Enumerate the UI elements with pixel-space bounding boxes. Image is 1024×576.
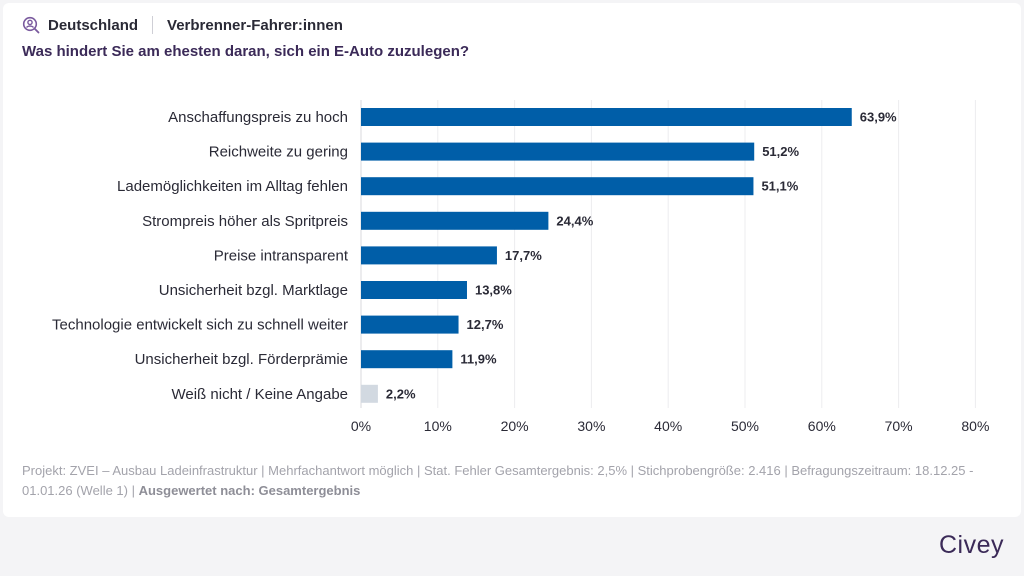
value-label: 2,2% [386,386,416,401]
x-tick-label: 10% [424,418,452,434]
bar [361,281,467,299]
bar-chart: 0% 10% 20% 30% 40% 50% 60% 70% 80% Anschaffungspr… [52,100,989,434]
x-tick-label: 0% [351,418,371,434]
bar [361,108,852,126]
category-label: Unsicherheit bzgl. Förderprämie [135,351,348,368]
category-label: Reichweite zu gering [209,144,348,161]
x-tick-label: 50% [731,418,759,434]
bar [361,246,497,265]
bar [361,177,754,196]
x-tick-label: 60% [808,418,836,434]
category-label: Anschaffungspreis zu hoch [168,109,348,126]
value-label: 24,4% [556,213,593,228]
category-label: Lademöglichkeiten im Alltag fehlen [117,178,348,195]
footer-evaluation: Ausgewertet nach: Gesamtergebnis [138,483,361,498]
x-tick-label: 20% [501,418,529,434]
value-label: 51,2% [762,144,799,159]
civey-logo: Civey [938,531,1004,559]
value-label: 11,9% [460,352,497,367]
category-label: Preise intransparent [214,247,349,264]
x-tick-label: 30% [577,418,605,434]
footer-info: Projekt: ZVEI – Ausbau Ladeinfrastruktur… [22,461,982,501]
category-label: Unsicherheit bzgl. Marktlage [159,282,348,299]
country-label: Deutschland [48,16,139,34]
value-label: 51,1% [761,179,798,194]
bar [361,142,755,161]
value-label: 63,9% [860,110,897,125]
footer-text: Projekt: ZVEI – Ausbau Ladeinfrastruktur… [22,463,974,498]
value-label: 13,8% [475,283,512,298]
x-tick-label: 70% [885,418,913,434]
chart-card [3,3,1021,517]
value-label: 17,7% [505,248,542,263]
category-label: Technologie entwickelt sich zu schnell w… [52,317,348,334]
bar [361,211,549,230]
x-tick-label: 40% [654,418,682,434]
category-label: Strompreis höher als Spritpreis [142,213,348,230]
x-tick-label: 80% [961,418,989,434]
header: Deutschland Verbrenner-Fahrer:innen [22,15,343,35]
segment-label: Verbrenner-Fahrer:innen [167,16,343,34]
bar [361,350,453,369]
bar [361,315,459,334]
person-search-icon [22,16,40,34]
question-title: Was hindert Sie am ehesten daran, sich e… [22,43,470,60]
header-divider [152,16,154,34]
value-label: 12,7% [467,317,504,332]
category-label: Weiß nicht / Keine Angabe [172,386,349,403]
bar [361,384,378,403]
